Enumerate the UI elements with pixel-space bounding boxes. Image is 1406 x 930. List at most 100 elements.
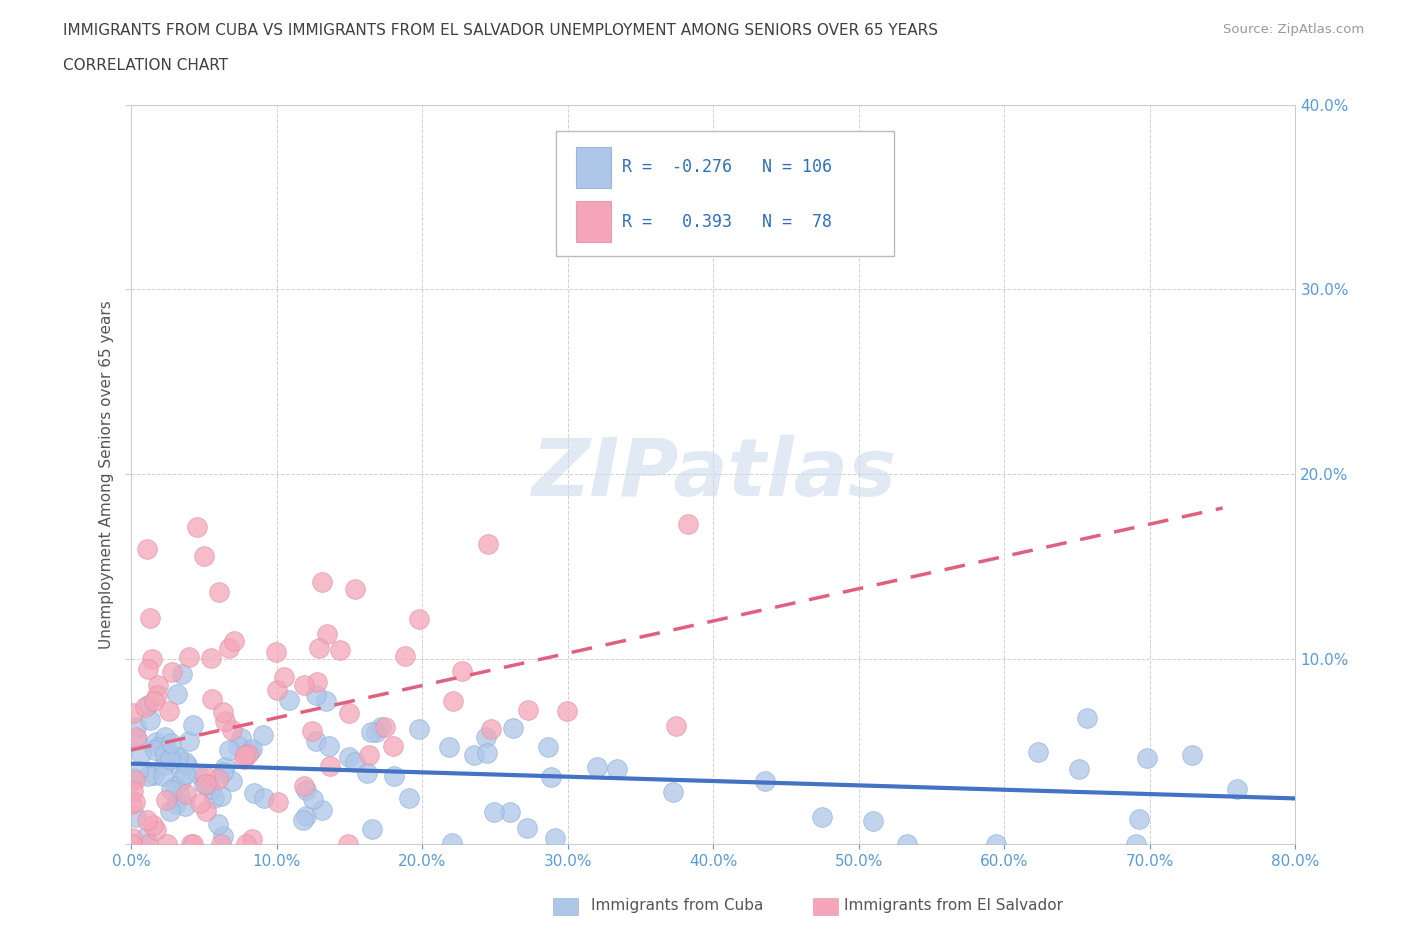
Point	[235, 836, 257, 851]
FancyBboxPatch shape	[576, 147, 610, 188]
Point	[676, 516, 699, 531]
Point	[145, 823, 167, 838]
Point	[292, 678, 315, 693]
FancyBboxPatch shape	[555, 130, 894, 256]
Point	[240, 742, 263, 757]
Point	[238, 747, 260, 762]
Point	[176, 757, 198, 772]
Point	[1128, 812, 1150, 827]
Point	[162, 755, 184, 770]
Point	[517, 702, 540, 717]
Point	[408, 722, 430, 737]
Point	[311, 575, 333, 590]
Point	[142, 767, 165, 782]
Point	[231, 731, 253, 746]
Point	[207, 584, 229, 599]
Point	[136, 662, 159, 677]
Point	[188, 795, 211, 810]
Point	[121, 796, 143, 811]
Point	[218, 640, 240, 655]
Point	[221, 774, 243, 789]
Point	[125, 810, 148, 825]
Point	[319, 759, 342, 774]
Point	[142, 818, 165, 833]
Point	[475, 730, 498, 745]
Point	[477, 537, 499, 551]
Point	[127, 764, 149, 778]
Point	[173, 799, 195, 814]
Point	[214, 760, 236, 775]
Text: Immigrants from El Salvador: Immigrants from El Salvador	[844, 898, 1063, 913]
Point	[292, 779, 315, 794]
Point	[984, 836, 1007, 851]
Point	[165, 797, 187, 812]
Point	[1226, 782, 1249, 797]
Text: ZIPatlas: ZIPatlas	[530, 435, 896, 513]
Point	[382, 768, 405, 783]
Point	[359, 748, 381, 763]
Point	[292, 812, 315, 827]
Point	[294, 808, 316, 823]
Point	[201, 692, 224, 707]
Point	[207, 771, 229, 786]
Point	[1125, 836, 1147, 851]
FancyBboxPatch shape	[576, 202, 610, 242]
Point	[266, 644, 288, 659]
Point	[160, 782, 183, 797]
Point	[537, 740, 560, 755]
Point	[212, 705, 235, 720]
Point	[754, 774, 776, 789]
Point	[240, 831, 263, 846]
Point	[121, 836, 143, 851]
Point	[209, 789, 232, 804]
Point	[450, 664, 472, 679]
Point	[181, 836, 204, 851]
Point	[194, 769, 217, 784]
Point	[122, 784, 145, 799]
Point	[233, 751, 256, 766]
Point	[180, 836, 202, 851]
Point	[209, 836, 232, 851]
Point	[1136, 751, 1159, 766]
Point	[156, 836, 179, 851]
Point	[131, 746, 153, 761]
Point	[305, 674, 328, 689]
Point	[238, 743, 260, 758]
Point	[145, 735, 167, 750]
Point	[170, 774, 193, 789]
Point	[364, 724, 387, 739]
Point	[316, 626, 339, 641]
Point	[398, 790, 420, 805]
Point	[121, 830, 143, 845]
Point	[475, 745, 498, 760]
Point	[540, 769, 562, 784]
Point	[381, 738, 404, 753]
Point	[177, 649, 200, 664]
Point	[233, 748, 256, 763]
Point	[148, 740, 170, 755]
Point	[141, 651, 163, 666]
Point	[142, 694, 165, 709]
Point	[295, 782, 318, 797]
Point	[187, 767, 209, 782]
Point	[194, 804, 217, 818]
Point	[174, 787, 197, 802]
Point	[301, 724, 323, 738]
Point	[278, 692, 301, 707]
Point	[218, 742, 240, 757]
Point	[193, 777, 215, 791]
Y-axis label: Unemployment Among Seniors over 65 years: Unemployment Among Seniors over 65 years	[100, 299, 114, 648]
Point	[221, 723, 243, 737]
Text: IMMIGRANTS FROM CUBA VS IMMIGRANTS FROM EL SALVADOR UNEMPLOYMENT AMONG SENIORS O: IMMIGRANTS FROM CUBA VS IMMIGRANTS FROM …	[63, 23, 938, 38]
Point	[166, 686, 188, 701]
Point	[212, 829, 235, 844]
Point	[252, 728, 274, 743]
Point	[136, 769, 159, 784]
Point	[186, 520, 208, 535]
Point	[170, 667, 193, 682]
Point	[502, 721, 524, 736]
Point	[336, 836, 359, 851]
Point	[159, 751, 181, 766]
Point	[408, 611, 430, 626]
Point	[499, 804, 522, 819]
